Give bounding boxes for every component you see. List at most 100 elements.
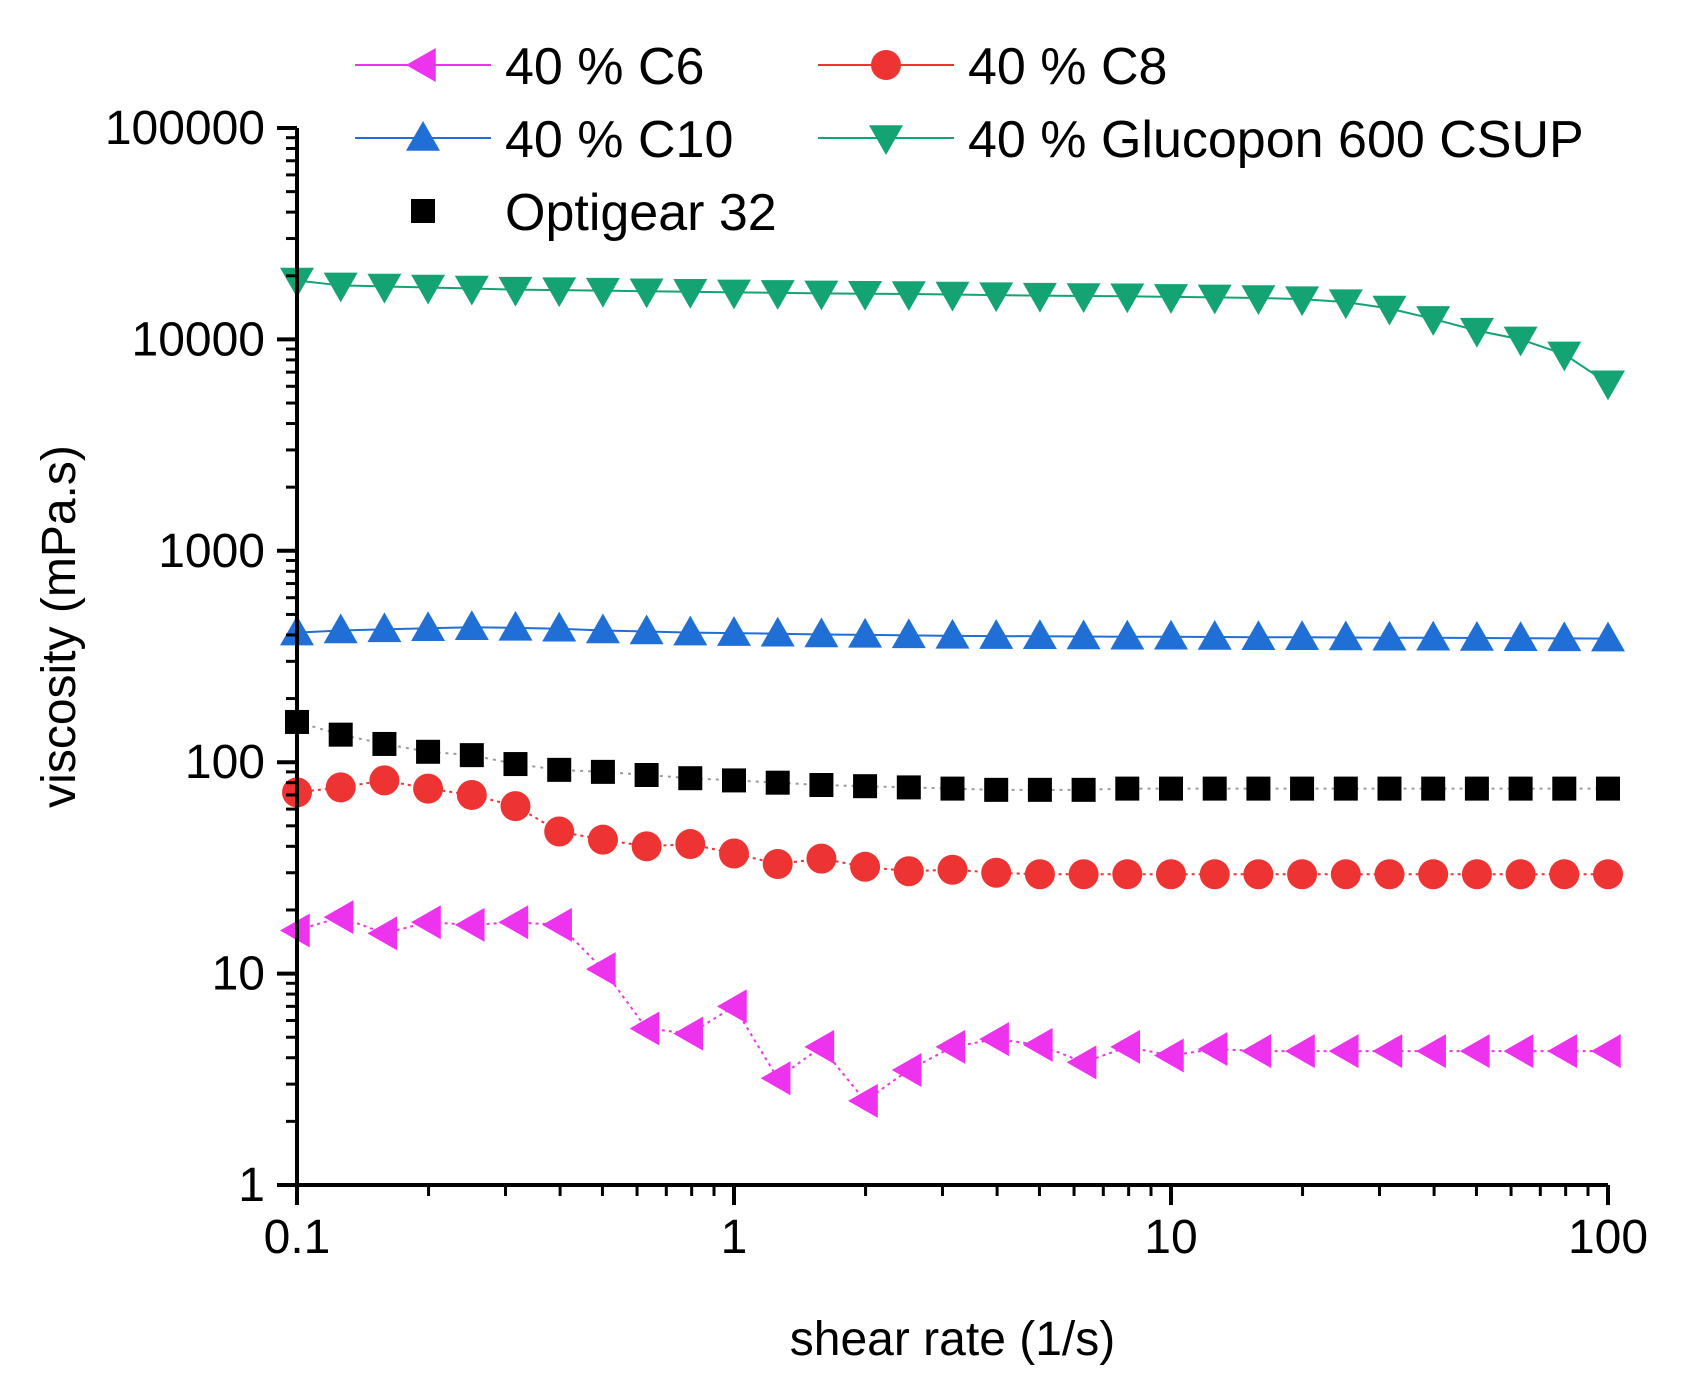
data-point [893, 856, 924, 887]
data-point [1285, 620, 1320, 650]
data-point [587, 824, 618, 855]
data-point [979, 1022, 1009, 1057]
data-point [1459, 317, 1494, 348]
data-point [1416, 1034, 1446, 1069]
data-point [629, 278, 664, 309]
data-point [323, 900, 354, 935]
legend-item: 40 % C8 [818, 38, 1167, 96]
data-point [1022, 282, 1057, 313]
legend-item: 40 % C10 [355, 111, 733, 169]
data-point [1416, 306, 1451, 336]
data-point [547, 757, 572, 782]
data-point [1197, 620, 1232, 650]
data-point [1591, 1034, 1621, 1069]
data-point [542, 277, 577, 308]
data-point [717, 616, 751, 646]
series-40-c10 [280, 610, 1625, 652]
data-point [280, 913, 310, 948]
data-point [498, 905, 529, 940]
data-point [848, 617, 883, 648]
data-point [848, 1083, 878, 1118]
legend-marker [411, 199, 435, 223]
data-point [673, 1016, 704, 1051]
data-point [413, 773, 444, 804]
data-point [459, 743, 484, 768]
data-point [804, 1029, 835, 1064]
data-point [1372, 295, 1407, 326]
legend-item: 40 % Glucopon 600 CSUP [818, 111, 1584, 169]
data-point [1027, 777, 1052, 802]
data-point [1199, 859, 1230, 890]
data-point [760, 280, 795, 310]
data-point [765, 770, 790, 795]
y-tick-label: 1 [238, 1159, 265, 1212]
data-point [544, 816, 575, 847]
series-40-glucopon-600-csup [280, 267, 1625, 401]
data-point [1202, 776, 1227, 801]
data-point [498, 276, 533, 307]
data-point [719, 838, 749, 869]
data-point [1503, 1034, 1534, 1069]
y-tick-label: 100 [185, 736, 265, 789]
data-point [1022, 1027, 1053, 1062]
data-point [1372, 620, 1407, 651]
data-point [984, 777, 1009, 802]
data-point [1330, 859, 1361, 890]
data-point [1377, 776, 1402, 801]
data-point [1110, 1029, 1141, 1064]
data-point [1503, 621, 1538, 651]
legend-item: 40 % C6 [355, 38, 704, 96]
data-point [1197, 284, 1232, 315]
data-point [1024, 859, 1055, 890]
data-point [1503, 326, 1538, 357]
data-point [367, 612, 402, 643]
data-point [411, 905, 441, 940]
data-point [1418, 859, 1449, 890]
data-point [673, 279, 708, 309]
legend-marker [871, 50, 901, 80]
data-point [629, 1011, 660, 1046]
data-point [1246, 776, 1271, 801]
data-point [850, 851, 881, 882]
data-point [1552, 776, 1577, 801]
data-point [1591, 370, 1625, 401]
data-point [940, 776, 965, 801]
x-tick-label: 0.1 [264, 1211, 331, 1264]
data-point [1022, 619, 1057, 650]
data-point [804, 617, 839, 648]
data-point [1241, 1034, 1272, 1069]
data-point [1549, 859, 1580, 890]
y-tick-label: 10000 [132, 313, 265, 366]
y-tick-label: 10 [212, 948, 265, 1001]
data-point [1459, 620, 1494, 651]
data-point [848, 280, 883, 311]
data-point [1154, 619, 1188, 650]
axes [295, 128, 1608, 1187]
data-point [323, 272, 358, 303]
data-point [590, 759, 615, 784]
data-point [717, 279, 751, 310]
data-point [1333, 776, 1358, 801]
data-point [1156, 859, 1186, 890]
data-point [585, 952, 616, 987]
data-point [631, 831, 662, 862]
data-point [454, 907, 485, 942]
data-point [717, 989, 747, 1024]
data-point [416, 739, 441, 764]
legend-label: 40 % C10 [505, 111, 733, 169]
data-point [1593, 859, 1623, 890]
data-point [323, 613, 358, 644]
data-point [456, 779, 487, 810]
data-point [372, 731, 397, 756]
data-point [1159, 776, 1183, 801]
data-point [678, 766, 703, 791]
data-point [891, 618, 926, 649]
data-point [1421, 776, 1446, 801]
x-axis-title: shear rate (1/s) [790, 1313, 1115, 1366]
x-tick-label: 100 [1568, 1211, 1648, 1264]
data-point [1285, 1034, 1315, 1069]
data-point [498, 610, 533, 641]
data-point [500, 791, 531, 822]
series-optigear-32 [285, 709, 1620, 802]
